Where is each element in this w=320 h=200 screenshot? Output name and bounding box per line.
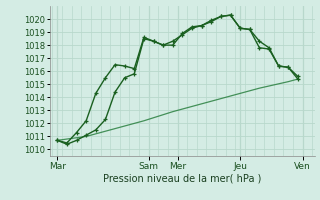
X-axis label: Pression niveau de la mer( hPa ): Pression niveau de la mer( hPa ) [103, 173, 261, 183]
